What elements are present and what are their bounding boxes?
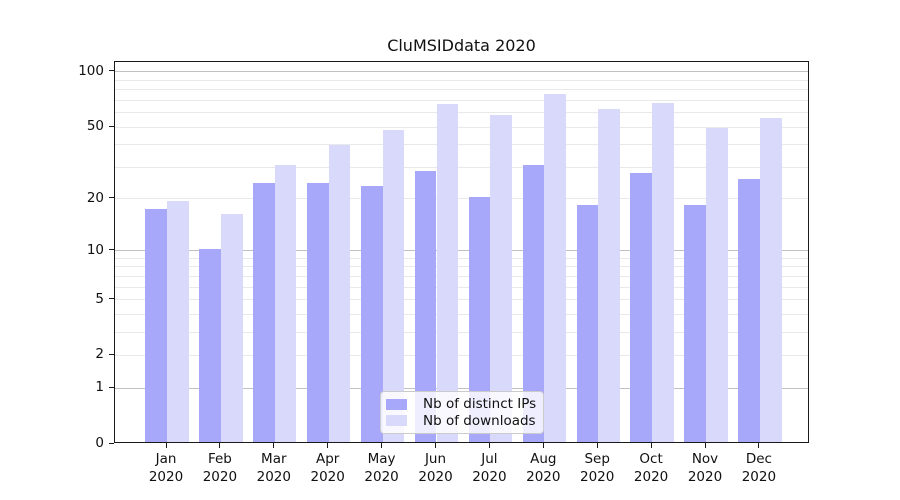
bar-nov-downloads [706, 128, 728, 442]
legend-label: Nb of distinct IPs [423, 396, 537, 413]
x-tick-mark-may [381, 443, 383, 448]
bar-mar-ips [253, 182, 275, 442]
legend-swatch-downloads [386, 415, 407, 427]
bar-aug-downloads [544, 93, 566, 442]
x-tick-label-feb: Feb 2020 [202, 451, 238, 485]
plot-area [114, 61, 809, 443]
gridline-40 [115, 144, 808, 146]
x-tick-label-jun: Jun 2020 [418, 451, 453, 485]
x-tick-mark-mar [273, 443, 275, 448]
y-tick-mark-20 [109, 197, 114, 199]
x-tick-mark-jul [488, 443, 490, 448]
bar-dec-downloads [759, 117, 782, 442]
y-tick-mark-50 [109, 125, 114, 127]
x-tick-label-nov: Nov 2020 [687, 451, 723, 485]
x-tick-mark-jan [165, 443, 167, 448]
gridline-1 [115, 387, 808, 389]
y-tick-mark-10 [109, 249, 114, 251]
legend-label: Nb of downloads [423, 412, 536, 429]
bar-jan-downloads [167, 200, 189, 442]
gridline-20 [115, 198, 808, 200]
bar-jun-ips [414, 170, 437, 442]
gridline-5 [115, 299, 808, 301]
bar-jan-ips [145, 209, 167, 442]
legend-swatch-ips [386, 398, 407, 410]
bar-nov-ips [684, 204, 706, 442]
y-tick-mark-5 [109, 298, 114, 300]
gridline-60 [115, 112, 808, 114]
y-tick-label-5: 5 [95, 290, 104, 307]
bar-jun-downloads [436, 104, 459, 442]
y-tick-label-2: 2 [95, 346, 104, 363]
bar-dec-ips [738, 179, 760, 442]
gridline-100 [115, 71, 808, 73]
y-tick-label-1: 1 [95, 379, 104, 396]
x-tick-mark-nov [704, 443, 706, 448]
y-tick-label-50: 50 [86, 118, 104, 134]
bar-feb-downloads [220, 213, 243, 442]
bar-may-downloads [382, 129, 405, 442]
y-tick-mark-0 [109, 442, 114, 444]
gridline-10 [115, 250, 808, 252]
bar-sep-ips [576, 204, 599, 442]
x-tick-label-may: May 2020 [364, 451, 399, 485]
gridline-2 [115, 354, 808, 356]
bar-mar-downloads [274, 165, 297, 442]
y-tick-label-10: 10 [86, 241, 104, 258]
legend-row: Nb of downloads [386, 413, 537, 429]
y-tick-mark-2 [109, 353, 114, 355]
x-tick-mark-feb [219, 443, 221, 448]
gridline-90 [115, 79, 808, 81]
gridline-4 [115, 313, 808, 315]
x-tick-mark-aug [542, 443, 544, 448]
bar-sep-downloads [598, 109, 620, 442]
y-tick-mark-1 [109, 386, 114, 388]
legend-row: Nb of distinct IPs [386, 396, 537, 412]
gridline-50 [115, 126, 808, 128]
bar-may-ips [360, 185, 383, 442]
bar-aug-ips [522, 165, 545, 442]
x-tick-label-dec: Dec 2020 [741, 451, 777, 485]
x-tick-label-apr: Apr 2020 [310, 451, 345, 485]
x-tick-mark-oct [650, 443, 652, 448]
gridline-7 [115, 275, 808, 277]
bar-apr-ips [307, 182, 329, 442]
x-tick-label-aug: Aug 2020 [526, 451, 561, 485]
x-tick-label-jul: Jul 2020 [472, 451, 507, 485]
bar-oct-ips [630, 173, 653, 442]
gridline-8 [115, 266, 808, 268]
x-tick-mark-sep [596, 443, 598, 448]
x-tick-mark-apr [327, 443, 329, 448]
gridline-70 [115, 99, 808, 101]
gridline-30 [115, 166, 808, 168]
y-tick-label-100: 100 [78, 62, 104, 79]
y-tick-label-20: 20 [86, 189, 104, 206]
bar-feb-ips [199, 248, 221, 442]
bar-oct-downloads [652, 103, 674, 442]
x-tick-label-sep: Sep 2020 [580, 451, 615, 485]
gridline-9 [115, 257, 808, 259]
bar-jul-downloads [490, 114, 513, 442]
bar-jul-ips [468, 196, 491, 442]
chart-title: CluMSIDdata 2020 [387, 36, 536, 55]
gridline-3 [115, 331, 808, 333]
legend: Nb of distinct IPs Nb of downloads [380, 391, 544, 434]
x-tick-label-oct: Oct 2020 [633, 451, 669, 485]
x-tick-label-jan: Jan 2020 [148, 451, 184, 485]
bar-apr-downloads [328, 144, 351, 442]
x-tick-mark-jun [435, 443, 436, 448]
x-tick-mark-dec [758, 443, 760, 448]
gridline-6 [115, 286, 808, 288]
x-tick-label-mar: Mar 2020 [256, 451, 291, 485]
y-tick-mark-100 [109, 70, 114, 72]
y-tick-label-0: 0 [95, 435, 104, 451]
gridline-80 [115, 89, 808, 91]
